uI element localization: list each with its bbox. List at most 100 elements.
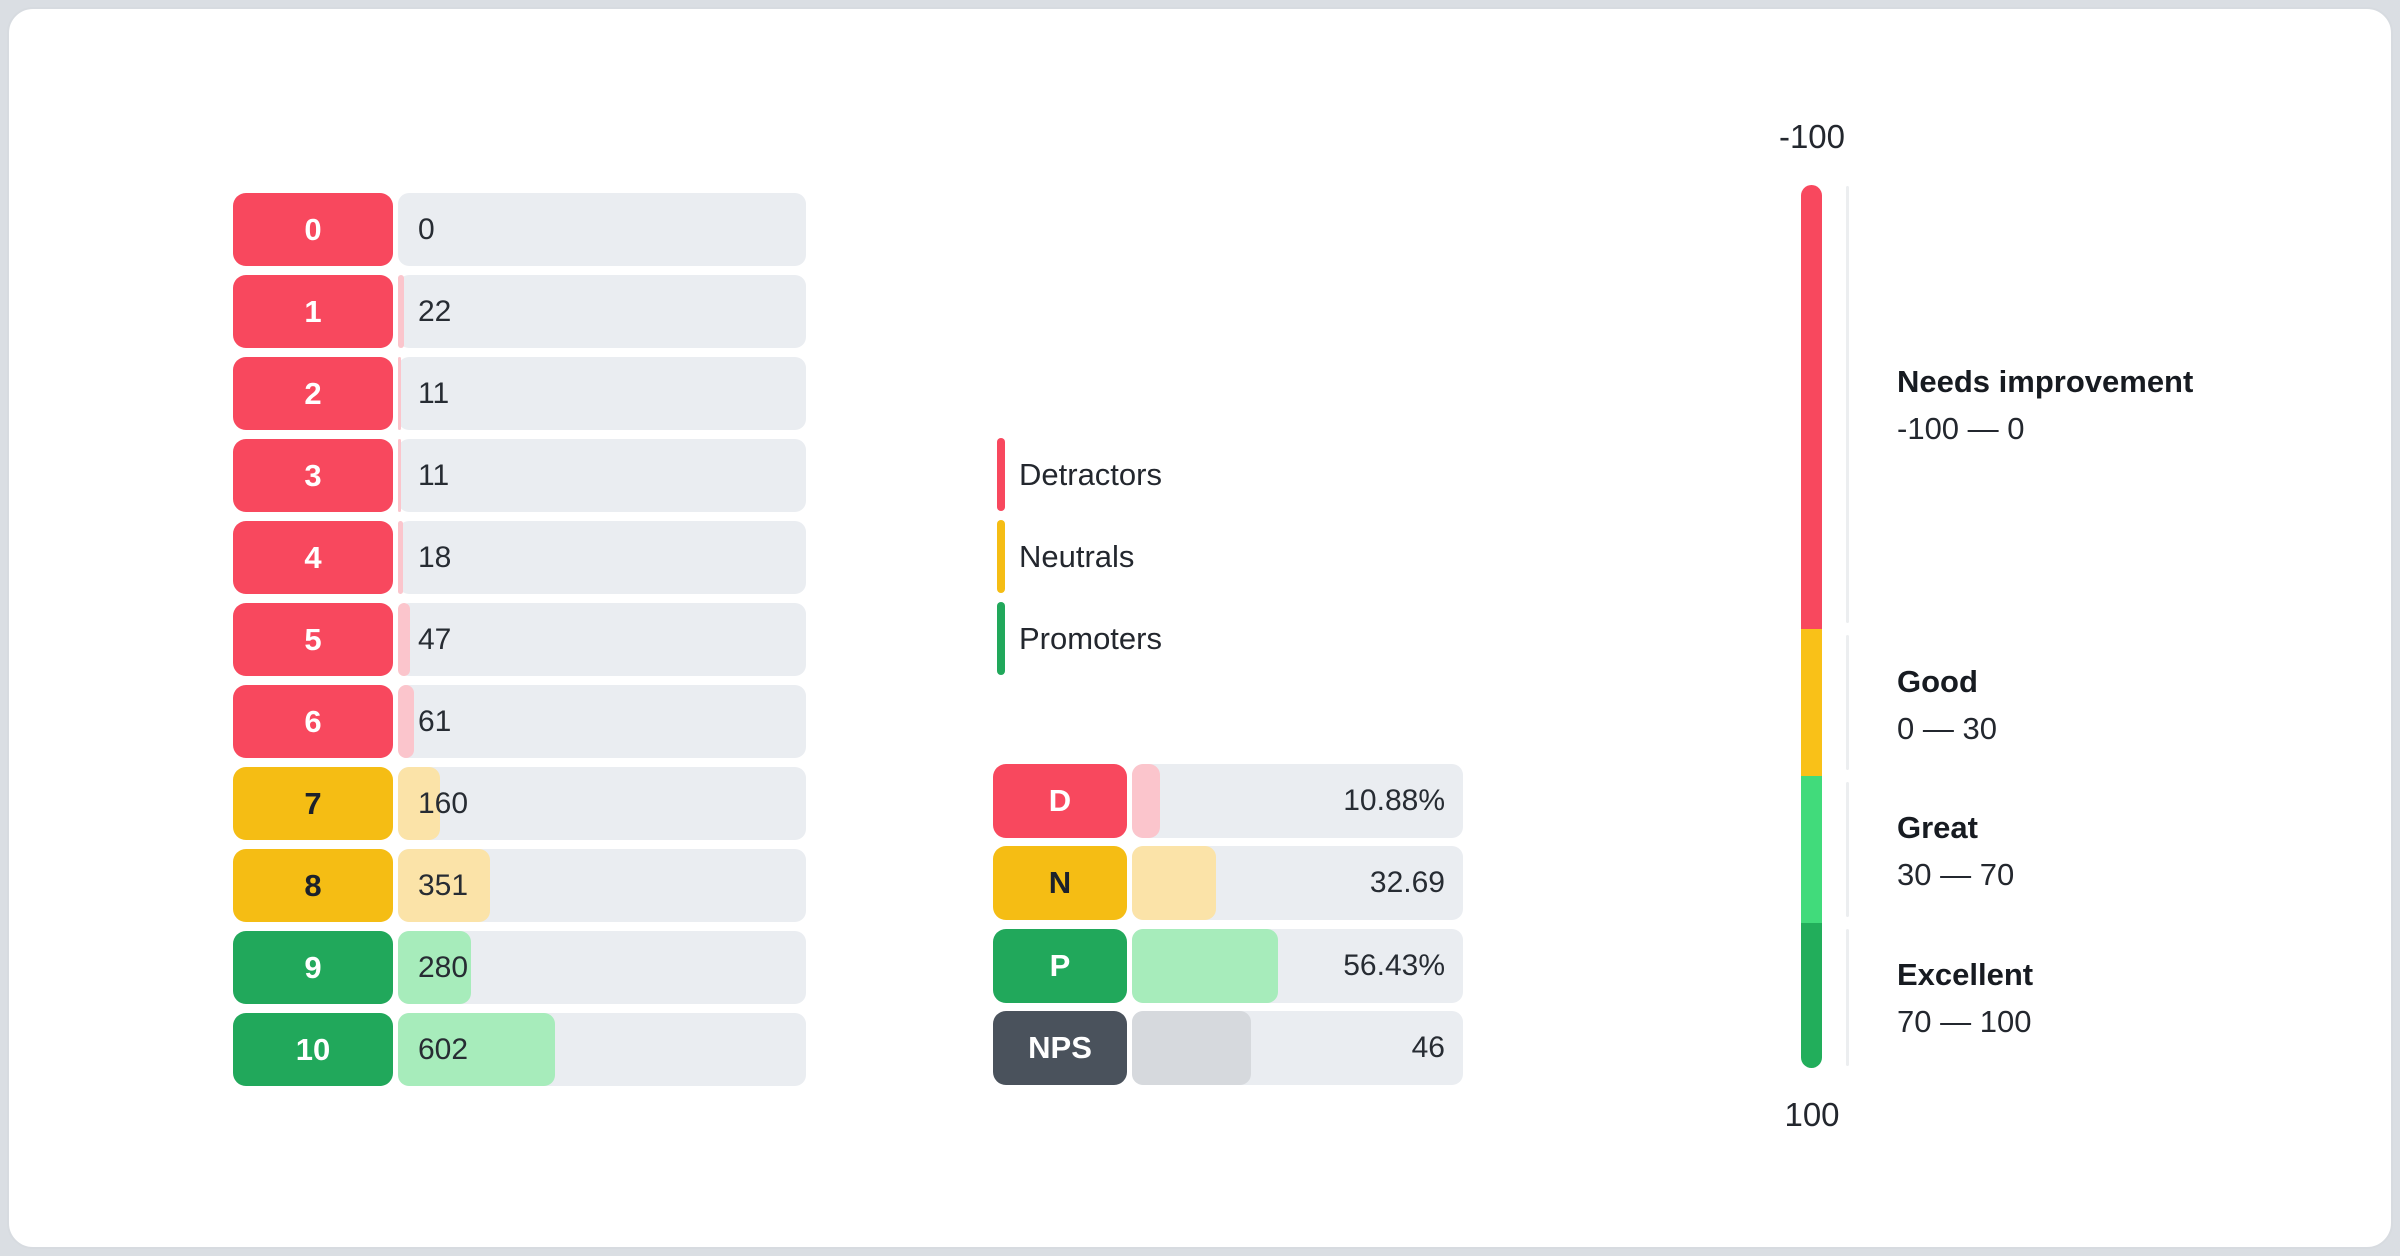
legend-color-pill bbox=[997, 602, 1005, 675]
gauge-line-segment bbox=[1846, 929, 1849, 1066]
summary-badge: N bbox=[993, 846, 1127, 920]
score-row-1: 1 22 bbox=[233, 275, 806, 348]
gauge-min-label: 100 bbox=[1784, 1096, 1840, 1133]
legend-label: Detractors bbox=[1019, 456, 1162, 492]
score-count: 160 bbox=[418, 786, 469, 820]
score-count: 22 bbox=[418, 294, 452, 328]
gauge-band-range: 30 — 70 bbox=[1897, 857, 2015, 892]
legend-label: Neutrals bbox=[1019, 538, 1135, 574]
summary-row-p: P 56.43% bbox=[993, 929, 1463, 1003]
score-bar-track: 47 bbox=[398, 603, 806, 676]
score-bar-track: 280 bbox=[398, 931, 806, 1004]
legend-item-promoter[interactable]: Promoters bbox=[997, 602, 1162, 675]
gauge-segment-2 bbox=[1801, 629, 1822, 776]
score-count: 11 bbox=[418, 376, 450, 410]
score-bar-track: 602 bbox=[398, 1013, 806, 1086]
score-row-6: 6 61 bbox=[233, 685, 806, 758]
summary-row-n: N 32.69 bbox=[993, 846, 1463, 920]
score-row-7: 7 160 bbox=[233, 767, 806, 840]
score-bar bbox=[398, 685, 414, 758]
summary-value: 46 bbox=[1411, 1031, 1445, 1064]
score-count: 351 bbox=[418, 868, 469, 902]
gauge-line-segment bbox=[1846, 782, 1849, 917]
summary-bar bbox=[1132, 764, 1160, 838]
score-count: 47 bbox=[418, 622, 452, 656]
score-count: 602 bbox=[418, 1032, 469, 1066]
score-bar bbox=[398, 357, 401, 430]
summary-row-nps: NPS 46 bbox=[993, 1011, 1463, 1085]
score-badge: 6 bbox=[233, 685, 393, 758]
score-badge: 7 bbox=[233, 767, 393, 840]
summary-badge: P bbox=[993, 929, 1127, 1003]
score-badge: 1 bbox=[233, 275, 393, 348]
score-row-2: 2 11 bbox=[233, 357, 806, 430]
summary-value: 56.43% bbox=[1343, 949, 1445, 982]
score-badge: 0 bbox=[233, 193, 393, 266]
score-bar-track: 0 bbox=[398, 193, 806, 266]
gauge-band-range: 70 — 100 bbox=[1897, 1004, 2032, 1039]
score-badge: 9 bbox=[233, 931, 393, 1004]
score-count: 18 bbox=[418, 540, 452, 574]
summary-bar bbox=[1132, 1011, 1251, 1085]
score-bar-track: 351 bbox=[398, 849, 806, 922]
legend-color-pill bbox=[997, 438, 1005, 511]
legend-label: Promoters bbox=[1019, 620, 1162, 656]
summary-bar-track: 46 bbox=[1132, 1011, 1463, 1085]
score-count: 11 bbox=[418, 458, 450, 492]
score-bar bbox=[398, 849, 490, 922]
gauge-line-segment bbox=[1846, 635, 1849, 770]
gauge-max-label: -100 bbox=[1778, 118, 1846, 155]
score-row-3: 3 11 bbox=[233, 439, 806, 512]
summary-row-d: D 10.88% bbox=[993, 764, 1463, 838]
score-bar-track: 11 bbox=[398, 357, 806, 430]
summary-bar-track: 32.69 bbox=[1132, 846, 1463, 920]
gauge-band-label-1: Needs improvement -100 — 0 bbox=[1897, 362, 2193, 449]
score-bar-track: 61 bbox=[398, 685, 806, 758]
score-bar bbox=[398, 521, 403, 594]
gauge-band-label-2: Good 0 — 30 bbox=[1897, 662, 1997, 749]
score-bar bbox=[398, 1013, 556, 1086]
score-count: 280 bbox=[418, 950, 469, 984]
summary-value: 32.69 bbox=[1369, 866, 1445, 899]
score-row-4: 4 18 bbox=[233, 521, 806, 594]
score-badge: 5 bbox=[233, 603, 393, 676]
score-badge: 8 bbox=[233, 849, 393, 922]
gauge-band-range: 0 — 30 bbox=[1897, 711, 1997, 746]
gauge-line-segment bbox=[1846, 186, 1849, 623]
score-count: 0 bbox=[418, 212, 435, 246]
score-bar bbox=[398, 931, 472, 1004]
legend-color-pill bbox=[997, 520, 1005, 593]
legend-item-detractor[interactable]: Detractors bbox=[997, 438, 1162, 511]
summary-badge: D bbox=[993, 764, 1127, 838]
score-bar bbox=[398, 275, 404, 348]
gauge-band-title: Needs improvement bbox=[1897, 364, 2194, 399]
gauge-band-label-4: Excellent 70 — 100 bbox=[1897, 955, 2033, 1042]
score-row-5: 5 47 bbox=[233, 603, 806, 676]
summary-bar bbox=[1132, 929, 1278, 1003]
score-bar bbox=[398, 767, 440, 840]
gauge-segment-3 bbox=[1801, 776, 1822, 923]
score-row-9: 9 280 bbox=[233, 931, 806, 1004]
legend-item-neutral[interactable]: Neutrals bbox=[997, 520, 1134, 593]
score-bar bbox=[398, 439, 401, 512]
score-row-8: 8 351 bbox=[233, 849, 806, 922]
gauge-band-range: -100 — 0 bbox=[1897, 411, 2025, 446]
gauge-band-title: Excellent bbox=[1897, 957, 2034, 992]
score-badge: 10 bbox=[233, 1013, 393, 1086]
score-bar-track: 18 bbox=[398, 521, 806, 594]
gauge-band-title: Great bbox=[1897, 810, 1978, 845]
score-row-10: 10 602 bbox=[233, 1013, 806, 1086]
gauge-segment-1 bbox=[1801, 185, 1822, 629]
summary-bar bbox=[1132, 846, 1216, 920]
summary-bar-track: 56.43% bbox=[1132, 929, 1463, 1003]
score-bar bbox=[398, 603, 411, 676]
gauge-band-title: Good bbox=[1897, 664, 1978, 699]
score-count: 61 bbox=[418, 704, 452, 738]
score-bar-track: 11 bbox=[398, 439, 806, 512]
score-badge: 2 bbox=[233, 357, 393, 430]
summary-badge: NPS bbox=[993, 1011, 1127, 1085]
score-badge: 4 bbox=[233, 521, 393, 594]
score-bar-track: 160 bbox=[398, 767, 806, 840]
